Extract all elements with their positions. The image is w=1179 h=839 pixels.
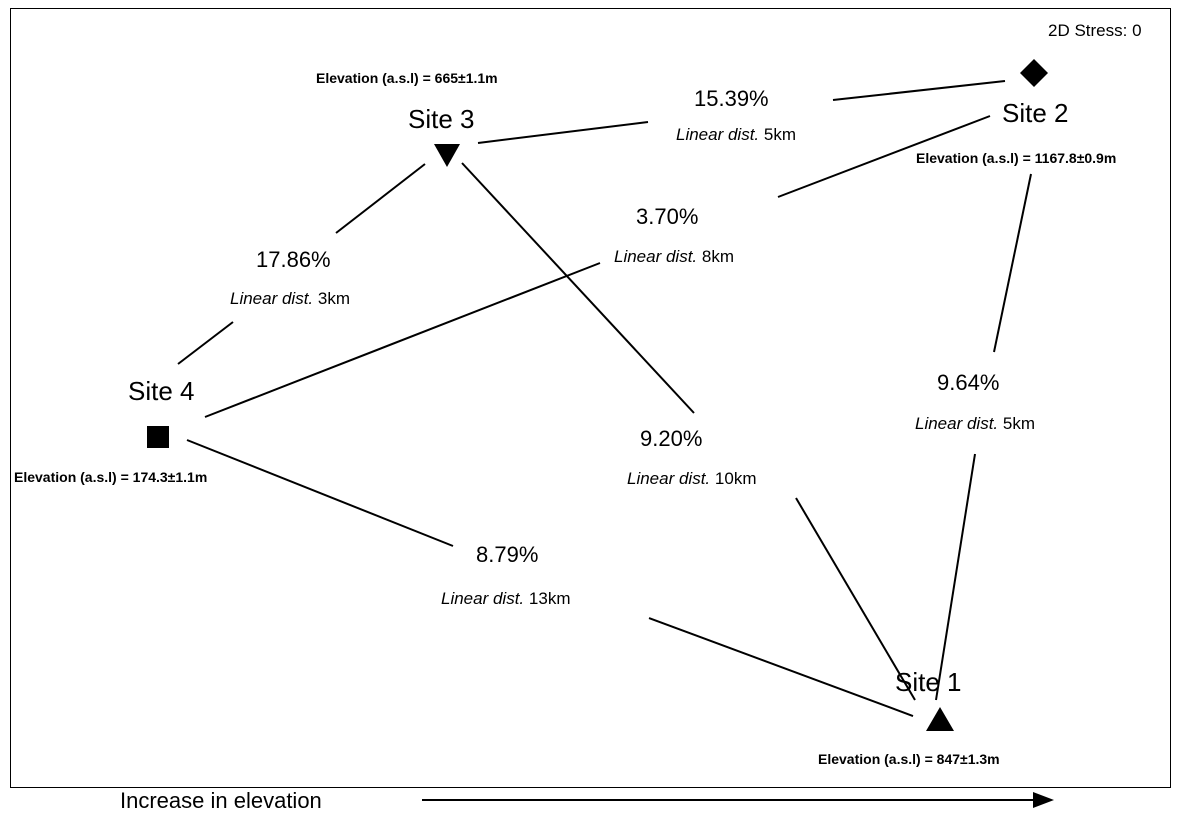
link-site3-site2-distance: Linear dist. 5km	[676, 126, 796, 143]
dist-label: Linear dist.	[230, 289, 314, 308]
stress-label: 2D Stress: 0	[1048, 21, 1142, 40]
link-site2-site1-line-a	[993, 173, 1032, 353]
link-site4-site2-line-a	[204, 262, 601, 418]
dist-value: 8km	[701, 247, 735, 266]
dist-value: 5km	[763, 125, 797, 144]
site3-label: Site 3	[408, 104, 475, 134]
dist-label: Linear dist.	[676, 125, 760, 144]
link-site3-site1-line-b	[795, 497, 916, 701]
site1-elevation: Elevation (a.s.l) = 847±1.3m	[818, 751, 1000, 767]
dist-value: 5km	[1002, 414, 1036, 433]
site2-elevation: Elevation (a.s.l) = 1167.8±0.9m	[916, 150, 1117, 166]
dist-label: Linear dist.	[614, 247, 698, 266]
elevation-arrow-head	[1033, 792, 1054, 808]
link-site3-site1-percent: 9.20%	[640, 426, 703, 451]
site4-elevation: Elevation (a.s.l) = 174.3±1.1m	[14, 469, 208, 485]
link-site4-site1-percent: 8.79%	[476, 542, 539, 567]
link-site2-site1-percent: 9.64%	[937, 370, 1000, 395]
link-site3-site2-line-a	[477, 121, 649, 144]
dist-value: 13km	[528, 589, 571, 608]
link-site3-site1-line-a	[461, 162, 695, 414]
site2-label: Site 2	[1002, 98, 1069, 128]
plot-frame	[10, 8, 1171, 788]
site1-label: Site 1	[895, 667, 962, 697]
link-site4-site2-distance: Linear dist. 8km	[614, 248, 734, 265]
link-site4-site1-line-b	[648, 617, 914, 717]
dist-value: 10km	[714, 469, 757, 488]
site3-elevation: Elevation (a.s.l) = 665±1.1m	[316, 70, 498, 86]
dist-label: Linear dist.	[915, 414, 999, 433]
dist-label: Linear dist.	[441, 589, 525, 608]
site1-marker-triangle-up	[926, 707, 954, 731]
link-site4-site1-line-a	[186, 439, 454, 547]
link-site4-site3-line-b	[177, 321, 234, 365]
link-site4-site1-distance: Linear dist. 13km	[441, 590, 570, 607]
link-site4-site2-percent: 3.70%	[636, 204, 699, 229]
link-site3-site2-line-b	[832, 80, 1006, 101]
link-site3-site2-percent: 15.39%	[694, 86, 769, 111]
link-site2-site1-distance: Linear dist. 5km	[915, 415, 1035, 432]
link-site4-site3-percent: 17.86%	[256, 247, 331, 272]
site2-marker-diamond	[1020, 59, 1048, 87]
dist-label: Linear dist.	[627, 469, 711, 488]
link-site4-site3-line-a	[335, 163, 426, 234]
link-site4-site3-distance: Linear dist. 3km	[230, 290, 350, 307]
site3-marker-triangle-down	[434, 144, 460, 167]
link-site3-site1-distance: Linear dist. 10km	[627, 470, 756, 487]
site4-label: Site 4	[128, 376, 195, 406]
elevation-axis-label: Increase in elevation	[120, 788, 322, 813]
link-site2-site1-line-b	[935, 453, 976, 701]
link-site4-site2-line-b	[777, 115, 991, 198]
site4-marker-square	[147, 426, 169, 448]
dist-value: 3km	[317, 289, 351, 308]
